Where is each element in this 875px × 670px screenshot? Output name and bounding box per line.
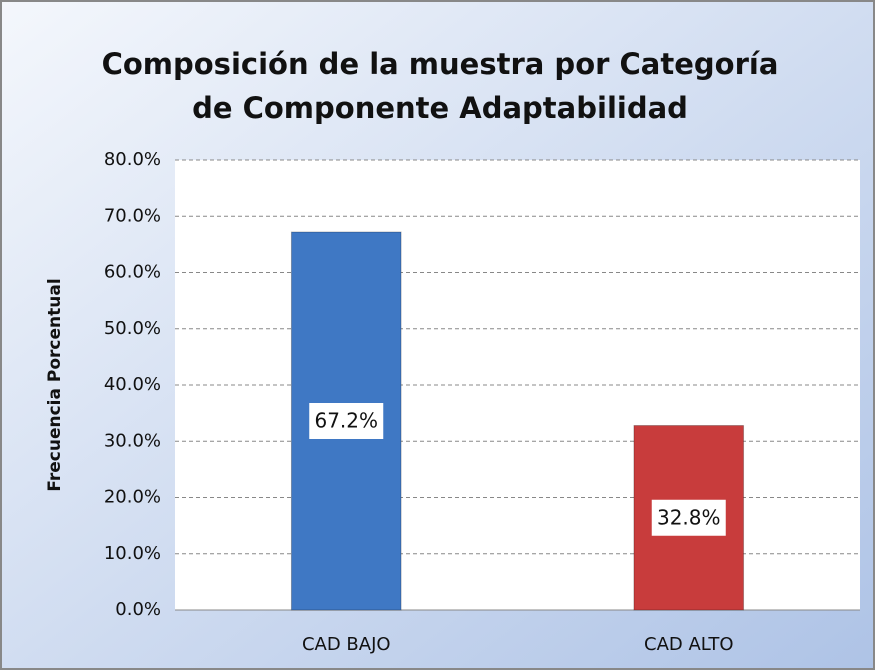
y-tick-label: 60.0% (104, 262, 161, 283)
y-tick-label: 20.0% (104, 487, 161, 508)
y-tick-label: 30.0% (104, 430, 161, 451)
y-axis-label: Frecuencia Porcentual (45, 278, 65, 491)
x-tick-label: CAD ALTO (644, 634, 734, 655)
value-label: 32.8% (657, 505, 721, 529)
value-label-box (309, 403, 384, 439)
value-label: 67.2% (314, 409, 378, 433)
y-tick-label: 80.0% (104, 149, 161, 170)
y-tick-label: 0.0% (115, 599, 161, 620)
y-tick-label: 40.0% (104, 374, 161, 395)
x-tick-label: CAD BAJO (302, 634, 391, 655)
y-tick-label: 50.0% (104, 318, 161, 339)
y-tick-label: 70.0% (104, 205, 161, 226)
y-tick-label: 10.0% (104, 543, 161, 564)
chart-title: Composición de la muestra por Categoría … (101, 47, 779, 125)
value-label-box (651, 499, 726, 536)
